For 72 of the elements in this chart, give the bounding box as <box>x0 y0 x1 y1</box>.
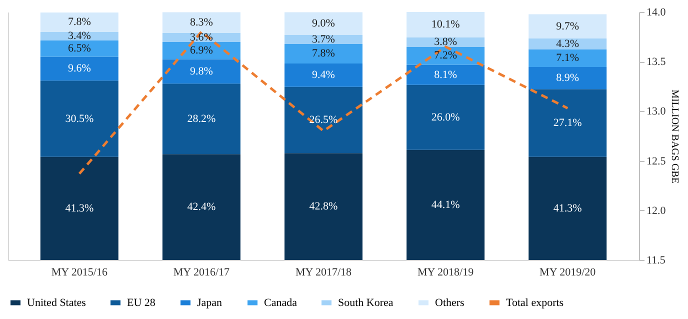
data-label: 30.5% <box>65 112 94 125</box>
bar <box>284 34 362 44</box>
bar <box>528 49 607 67</box>
data-label: 6.9% <box>190 44 213 57</box>
data-label: 9.0% <box>312 17 335 30</box>
data-label: 44.1% <box>431 198 460 211</box>
data-label: 3.4% <box>68 30 91 42</box>
y2-tick-label: 13.0 <box>646 106 666 118</box>
y2-tick-label: 11.5 <box>646 254 666 266</box>
x-tick-label: MY 2018/19 <box>417 266 474 278</box>
bar <box>40 80 118 157</box>
bar <box>162 12 240 33</box>
x-tick-label: MY 2016/17 <box>173 266 230 278</box>
bar <box>284 153 362 260</box>
data-label: 9.7% <box>556 20 580 32</box>
bar <box>528 14 607 38</box>
data-label: 9.4% <box>312 69 335 82</box>
data-label: 6.5% <box>68 42 91 55</box>
data-label: 10.1% <box>431 18 460 31</box>
bar <box>406 64 485 85</box>
legend-label: United States <box>27 296 86 309</box>
y2-axis-title: MILLION BAGS GBE <box>668 90 680 184</box>
bar <box>528 156 607 260</box>
data-label: 41.3% <box>65 202 94 214</box>
y2-tick-label: 13.5 <box>646 56 666 68</box>
bar <box>284 44 362 64</box>
bar <box>284 12 362 35</box>
data-label: 41.3% <box>553 202 582 214</box>
data-label: 9.8% <box>190 65 213 78</box>
data-label: 28.2% <box>187 112 216 125</box>
legend-label: Others <box>435 296 464 309</box>
data-label: 7.2% <box>434 50 458 62</box>
data-label: 7.8% <box>312 48 335 60</box>
y2-tick-label: 12.5 <box>646 155 666 168</box>
legend-label: Total exports <box>506 296 564 309</box>
bar <box>162 84 240 154</box>
x-tick-label: MY 2015/16 <box>51 266 108 278</box>
legend-label: EU 28 <box>127 296 156 309</box>
data-label: 3.8% <box>434 36 458 48</box>
bar <box>162 154 240 260</box>
bar <box>284 86 362 154</box>
data-label: 27.1% <box>553 117 582 130</box>
data-label: 7.8% <box>68 16 91 28</box>
data-label: 3.7% <box>312 33 335 46</box>
data-label: 4.3% <box>556 38 580 50</box>
legend-label: Japan <box>197 296 223 309</box>
data-label: 8.1% <box>434 68 458 81</box>
bar <box>406 150 485 260</box>
x-tick-label: MY 2017/18 <box>295 266 352 278</box>
bar <box>162 59 240 84</box>
bar <box>284 63 362 87</box>
x-tick-label: MY 2019/20 <box>540 266 596 278</box>
legend-label: Canada <box>264 296 298 309</box>
data-label: 7.1% <box>556 52 580 64</box>
data-label: 26.0% <box>431 111 460 124</box>
bar <box>528 66 607 90</box>
data-label: 42.8% <box>309 200 338 213</box>
data-label: 9.6% <box>68 62 91 75</box>
y2-tick-label: 12.0 <box>646 204 666 217</box>
y2-tick-label: 14.0 <box>646 6 666 18</box>
data-label: 26.5% <box>309 114 338 126</box>
bar <box>40 40 118 57</box>
bar <box>406 12 485 38</box>
data-label: 8.3% <box>190 16 213 29</box>
data-label: 42.4% <box>187 201 216 214</box>
legend-label: South Korea <box>338 296 394 309</box>
bar <box>40 56 118 81</box>
bar <box>528 89 607 157</box>
bar <box>40 12 118 32</box>
bar <box>406 84 485 150</box>
bar <box>40 156 118 260</box>
data-label: 8.9% <box>556 72 580 84</box>
